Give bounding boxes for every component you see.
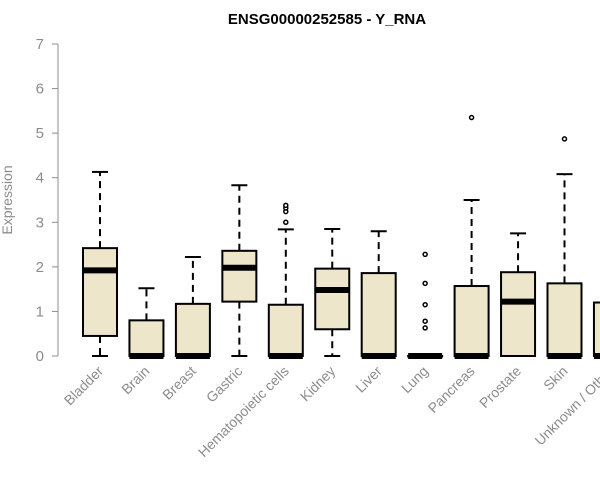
box-body <box>360 272 397 357</box>
x-tick-label: Bladder <box>61 363 107 409</box>
box-body <box>453 285 490 357</box>
box-series <box>82 114 600 359</box>
box-body <box>174 302 211 358</box>
x-tick-label: Breast <box>159 363 199 403</box>
box-10 <box>546 136 583 359</box>
box-body <box>128 319 165 358</box>
y-axis-label: Expression <box>0 165 15 234</box>
box-body <box>546 282 583 357</box>
box-11 <box>592 301 600 359</box>
box-body <box>314 267 351 331</box>
outlier-point <box>422 318 428 324</box>
y-tick-label: 5 <box>36 125 44 142</box>
outlier-point <box>422 325 428 331</box>
box-5 <box>314 227 351 357</box>
y-tick-label: 6 <box>36 81 44 98</box>
box-0 <box>82 170 118 357</box>
y-tick-label: 0 <box>36 348 44 365</box>
y-axis: 0 1 2 3 4 5 6 7 <box>36 36 59 365</box>
x-tick-label: Lung <box>398 363 431 396</box>
x-tick-label: Skin <box>540 363 571 394</box>
box-7 <box>407 251 444 359</box>
box-8 <box>453 114 490 359</box>
outlier-point <box>422 301 428 308</box>
box-4 <box>267 202 304 359</box>
y-tick-label: 7 <box>36 36 44 53</box>
box-1 <box>128 287 165 359</box>
outlier-point <box>422 280 428 287</box>
x-tick-label: Liver <box>352 363 385 396</box>
y-tick-label: 4 <box>36 170 44 187</box>
box-body <box>221 249 258 303</box>
outlier-point <box>283 202 289 209</box>
outlier-point <box>283 219 289 226</box>
box-6 <box>360 230 397 359</box>
box-9 <box>500 232 537 358</box>
box-body <box>82 247 118 337</box>
outlier-point <box>422 251 428 258</box>
x-tick-label: Pancreas <box>425 363 478 416</box>
x-tick-label: Kidney <box>297 363 339 405</box>
outlier-point <box>561 136 568 142</box>
box-body <box>267 303 304 357</box>
box-3 <box>221 184 258 357</box>
box-body <box>500 271 537 358</box>
chart-title: ENSG00000252585 - Y_RNA <box>228 11 426 28</box>
box-body <box>592 301 600 357</box>
x-tick-label: Brain <box>118 363 152 397</box>
y-tick-label: 1 <box>36 303 44 320</box>
x-tick-label: Hematopoietic cells <box>195 363 292 460</box>
box-2 <box>174 256 211 359</box>
x-tick-label: Gastric <box>203 363 246 406</box>
y-tick-label: 2 <box>36 259 44 276</box>
outlier-point <box>468 114 475 121</box>
x-tick-label: Prostate <box>476 363 524 411</box>
y-tick-label: 3 <box>36 214 44 231</box>
